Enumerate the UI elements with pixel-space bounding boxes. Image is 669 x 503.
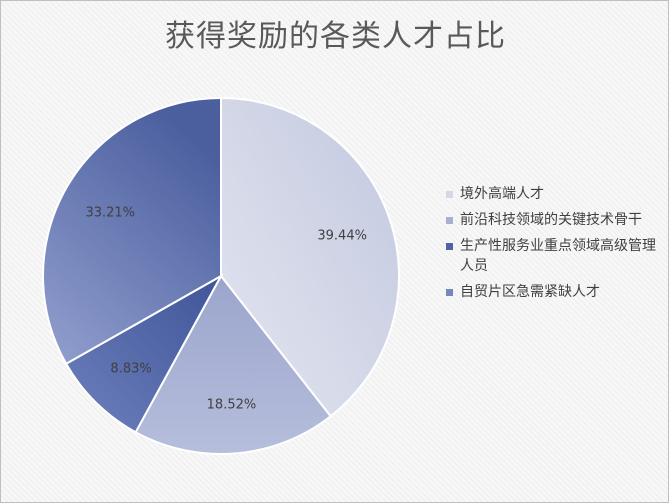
- legend-item: 境外高端人才: [444, 184, 662, 204]
- legend: 境外高端人才前沿科技领域的关键技术骨干生产性服务业重点领域高级管理人员自贸片区急…: [444, 184, 662, 308]
- legend-label: 生产性服务业重点领域高级管理人员: [460, 238, 656, 274]
- data-label: 8.83%: [110, 361, 151, 376]
- legend-swatch: [446, 289, 453, 296]
- pie-slice: [134, 274, 333, 455]
- data-label: 33.21%: [85, 205, 135, 220]
- legend-label: 自贸片区急需紧缺人才: [460, 284, 600, 300]
- pie-slice: [42, 96, 222, 366]
- data-label: 18.52%: [207, 398, 257, 413]
- legend-item: 自贸片区急需紧缺人才: [444, 282, 662, 302]
- legend-item: 前沿科技领域的关键技术骨干: [444, 210, 662, 230]
- legend-swatch: [446, 217, 453, 224]
- pie-slice: [220, 96, 400, 418]
- legend-swatch: [446, 243, 453, 250]
- legend-swatch: [446, 191, 453, 198]
- legend-item: 生产性服务业重点领域高级管理人员: [444, 236, 662, 276]
- pie-slice: [64, 273, 224, 434]
- data-label: 39.44%: [317, 228, 367, 243]
- chart-title: 获得奖励的各类人才占比: [165, 19, 506, 54]
- legend-label: 境外高端人才: [460, 186, 544, 202]
- legend-label: 前沿科技领域的关键技术骨干: [460, 212, 642, 228]
